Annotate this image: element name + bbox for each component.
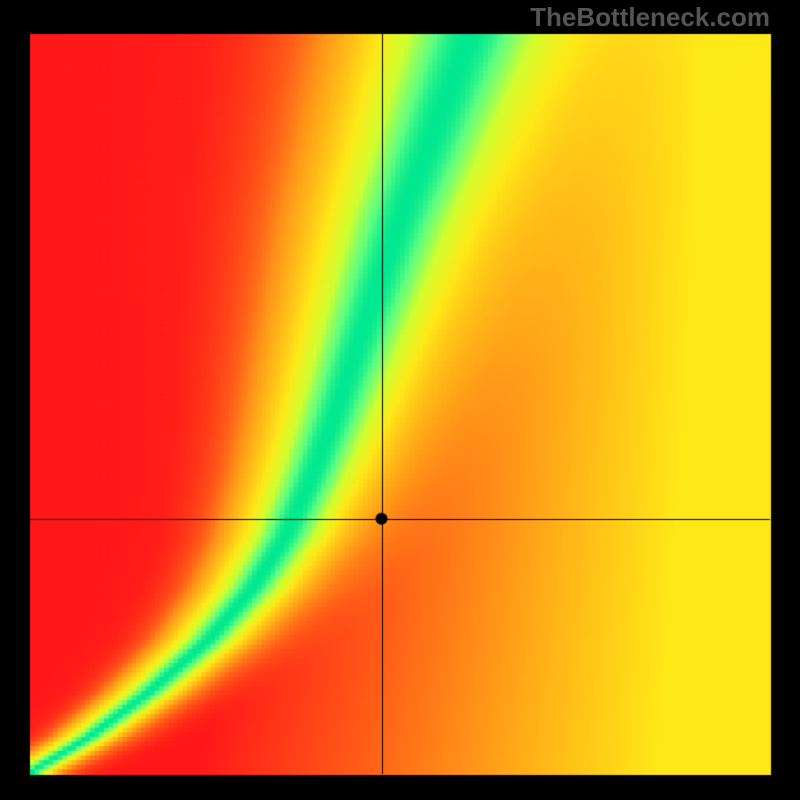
chart-container: TheBottleneck.com — [0, 0, 800, 800]
heatmap-canvas — [0, 0, 800, 800]
watermark-text: TheBottleneck.com — [530, 2, 770, 33]
